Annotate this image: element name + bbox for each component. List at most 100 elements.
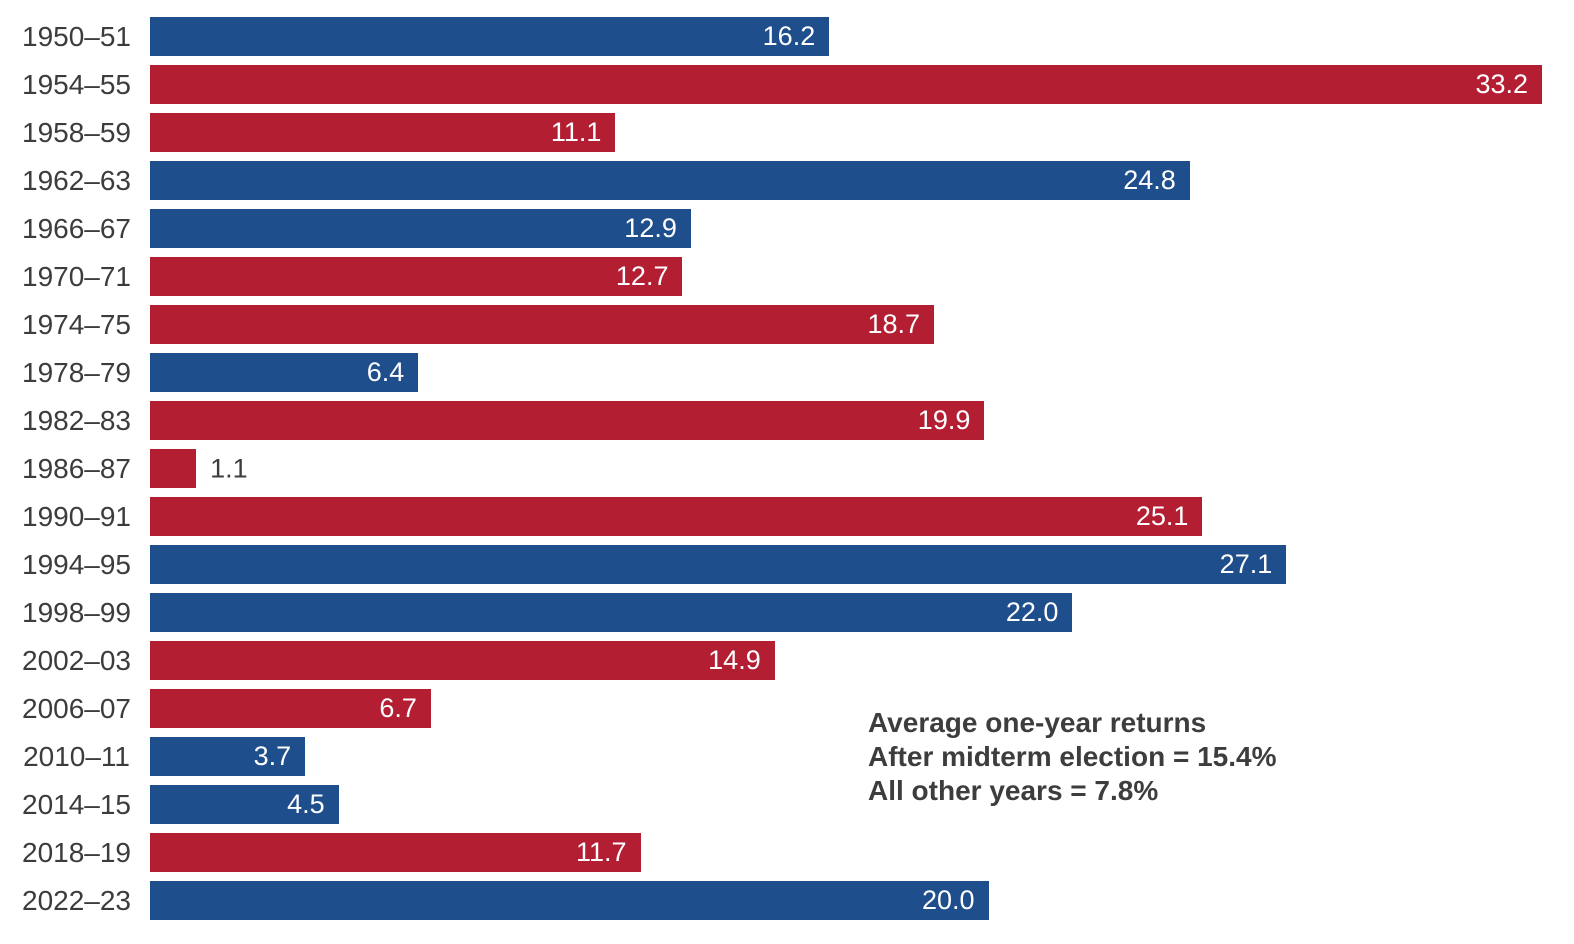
value-label: 4.5 [287,789,325,819]
chart-row: 1994–95 27.1 [22,545,1542,584]
value-label: 14.9 [708,645,761,675]
bar-track: 12.7 [150,257,1542,296]
value-label: 11.7 [576,837,627,867]
category-label: 2014–15 [22,788,132,820]
bar: 16.2 [150,17,830,56]
chart-row: 2014–15 4.5 [22,785,1542,824]
chart-row: 2002–03 14.9 [22,641,1542,680]
category-label: 1998–99 [22,596,132,628]
bar: 12.7 [150,257,683,296]
bar-track: 3.7 [150,737,1542,776]
bar-track: 27.1 [150,545,1542,584]
bar: 14.9 [150,641,775,680]
value-label: 22.0 [1005,597,1059,627]
annotation: Average one-year returns After midterm e… [868,706,1276,808]
bar-track: 14.9 [150,641,1542,680]
value-label: 24.8 [1123,165,1176,195]
category-label: 1966–67 [22,212,132,244]
chart-row: 1998–99 22.0 [22,593,1542,632]
bar: 33.2 [150,65,1542,104]
category-label: 1950–51 [22,20,132,52]
chart-row: 2010–11 3.7 [22,737,1542,776]
bar-track: 16.2 [150,17,1542,56]
bar: 6.4 [150,353,419,392]
chart-row: 1950–51 16.2 [22,17,1542,56]
bar: 18.7 [150,305,935,344]
chart-row: 1978–79 6.4 [22,353,1542,392]
bar-track: 12.9 [150,209,1542,248]
value-label: 1.1 [210,453,248,483]
category-label: 1970–71 [22,260,132,292]
bar-track: 6.4 [150,353,1542,392]
category-label: 1962–63 [22,164,132,196]
chart-row: 1958–59 11.1 [22,113,1542,152]
bar: 20.0 [150,881,989,920]
value-label: 6.7 [379,693,417,723]
category-label: 2002–03 [22,644,132,676]
bar: 4.5 [150,785,339,824]
bar-track: 20.0 [150,881,1542,920]
bar: 12.9 [150,209,691,248]
bar: 22.0 [150,593,1073,632]
bar-track: 11.1 [150,113,1542,152]
bar-track: 6.7 [150,689,1542,728]
chart-row: 1962–63 24.8 [22,161,1542,200]
bar [150,449,197,488]
bar: 27.1 [150,545,1287,584]
category-label: 2010–11 [23,740,130,772]
bar-track: 22.0 [150,593,1542,632]
bar: 25.1 [150,497,1203,536]
bar: 11.7 [150,833,641,872]
chart-row: 2022–23 20.0 [22,881,1542,920]
category-label: 2006–07 [22,692,132,724]
bar-track: 25.1 [150,497,1542,536]
value-label: 27.1 [1219,549,1273,579]
chart-row: 1970–71 12.7 [22,257,1542,296]
chart-row: 1954–55 33.2 [22,65,1542,104]
value-label: 3.7 [253,741,292,771]
value-label: 12.7 [615,261,669,291]
category-label: 1954–55 [22,68,132,100]
value-label: 16.2 [762,21,816,51]
bar: 6.7 [150,689,431,728]
category-label: 1982–83 [22,404,132,436]
category-label: 1990–91 [22,500,132,532]
chart-row: 1986–87 1.1 [22,449,1542,488]
value-label: 18.7 [867,309,921,339]
category-label: 1994–95 [22,548,132,580]
value-label: 11.1 [550,117,602,147]
bar: 24.8 [150,161,1190,200]
value-label: 19.9 [917,405,971,435]
category-label: 2022–23 [22,884,132,916]
bar-track: 33.2 [150,65,1542,104]
value-label: 12.9 [624,213,677,243]
category-label: 1974–75 [22,308,132,340]
annotation-line-title: Average one-year returns [868,707,1207,738]
value-label: 33.2 [1475,69,1528,99]
value-label: 6.4 [366,357,405,387]
bar: 19.9 [150,401,985,440]
bar-track: 1.1 [150,449,1542,488]
category-label: 1978–79 [22,356,132,388]
chart-row: 1966–67 12.9 [22,209,1542,248]
chart-row: 1982–83 19.9 [22,401,1542,440]
category-label: 1986–87 [22,452,132,484]
bar-track: 19.9 [150,401,1542,440]
chart-row: 1974–75 18.7 [22,305,1542,344]
annotation-line-midterm: After midterm election = 15.4% [868,741,1277,772]
bar-track: 24.8 [150,161,1542,200]
chart-row: 1990–91 25.1 [22,497,1542,536]
value-label: 20.0 [921,885,975,915]
annotation-line-other: All other years = 7.8% [868,775,1159,806]
category-label: 2018–19 [22,836,132,868]
bar: 11.1 [150,113,616,152]
bar-track: 4.5 [150,785,1542,824]
bar: 3.7 [150,737,306,776]
chart-row: 2018–19 11.7 [22,833,1542,872]
chart-rows: 1950–51 16.2 1954–55 33.2 1958–59 11.1 1… [22,17,1542,920]
category-label: 1958–59 [22,116,132,148]
chart-row: 2006–07 6.7 [22,689,1542,728]
bar-track: 18.7 [150,305,1542,344]
bar-track: 11.7 [150,833,1542,872]
